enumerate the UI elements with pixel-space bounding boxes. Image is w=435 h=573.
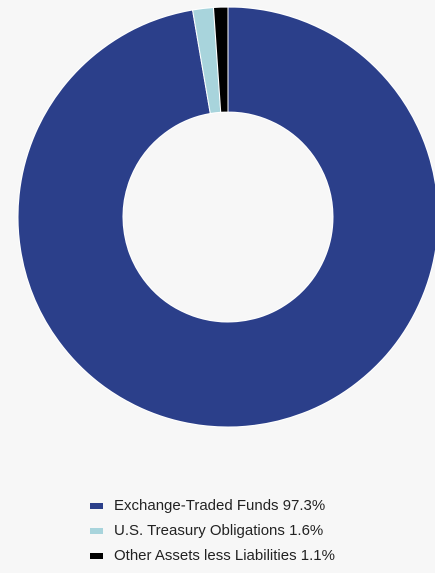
- legend-swatch: [90, 502, 103, 509]
- legend-item-exchange-traded-funds: Exchange-Traded Funds 97.3%: [90, 493, 430, 518]
- donut-slice-other-assets-less-liabilities: [212, 6, 229, 113]
- legend-swatch: [90, 527, 103, 534]
- legend-label: U.S. Treasury Obligations 1.6%: [114, 522, 324, 539]
- donut-chart: [17, 6, 435, 428]
- legend-item-us-treasury-obligations: U.S. Treasury Obligations 1.6%: [90, 518, 430, 543]
- chart-legend: Exchange-Traded Funds 97.3% U.S. Treasur…: [90, 493, 430, 568]
- legend-label: Other Assets less Liabilities 1.1%: [114, 547, 335, 564]
- legend-item-other-assets-less-liabilities: Other Assets less Liabilities 1.1%: [90, 543, 430, 568]
- legend-swatch: [90, 552, 103, 559]
- legend-label: Exchange-Traded Funds 97.3%: [114, 497, 326, 514]
